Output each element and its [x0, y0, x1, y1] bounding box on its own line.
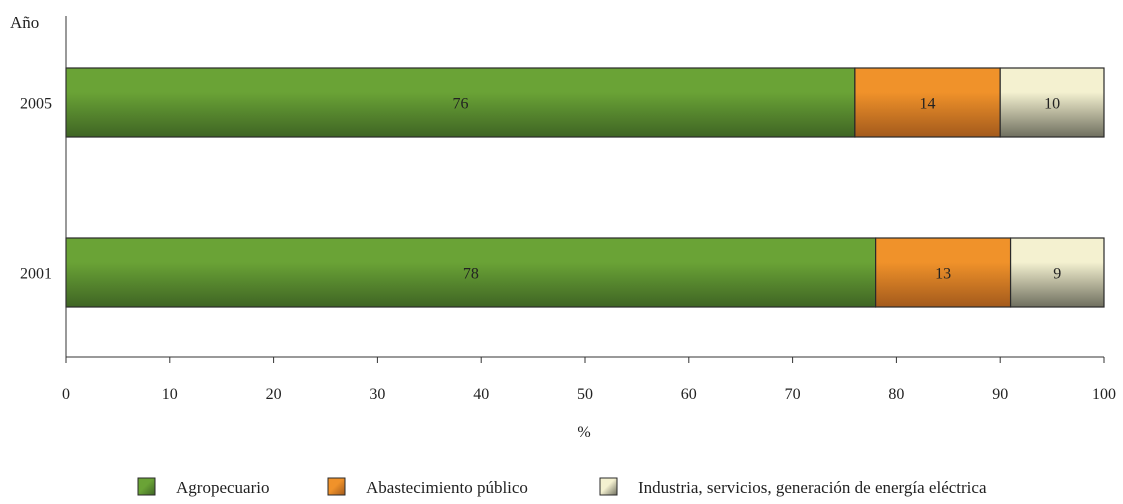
- legend-swatch-2: [599, 477, 618, 496]
- x-tick-label-100: 100: [1092, 386, 1116, 403]
- bar-2001-series-0: [65, 237, 877, 308]
- x-tick-label-10: 10: [162, 386, 178, 403]
- bar-2001-series-2: [1009, 237, 1105, 308]
- x-tick-label-50: 50: [577, 386, 593, 403]
- y-axis-label: Año: [10, 13, 39, 32]
- data-label-2001-series-2: 9: [1053, 266, 1061, 283]
- bar-2005-series-0: [65, 67, 856, 138]
- data-label-2001-series-1: 13: [935, 266, 951, 283]
- legend-label-1: Abastecimiento público: [366, 478, 528, 497]
- data-label-2005-series-2: 10: [1044, 96, 1060, 113]
- legend-label-2: Industria, servicios, generación de ener…: [638, 478, 987, 497]
- x-tick-label-30: 30: [369, 386, 385, 403]
- x-tick-label-80: 80: [888, 386, 904, 403]
- bars-layer: 76 14 10 78 13 9: [65, 67, 1105, 308]
- bar-2005-series-2: [999, 67, 1105, 138]
- bar-2005-series-1: [854, 67, 1001, 138]
- category-label-2005: 2005: [20, 96, 52, 113]
- data-label-2005-series-1: 14: [920, 96, 936, 113]
- category-label-2001: 2001: [20, 266, 52, 283]
- x-tick-label-0: 0: [62, 386, 70, 403]
- legend: Agropecuario Abastecimiento público Indust…: [137, 477, 987, 497]
- x-axis-label: %: [577, 424, 590, 441]
- data-label-2005-series-0: 76: [452, 96, 468, 113]
- legend-swatch-1: [327, 477, 346, 496]
- bar-2001-series-1: [875, 237, 1012, 308]
- x-tick-label-40: 40: [473, 386, 489, 403]
- legend-label-0: Agropecuario: [176, 478, 269, 497]
- data-label-2001-series-0: 78: [463, 266, 479, 283]
- x-tick-label-90: 90: [992, 386, 1008, 403]
- axes-layer: 2005 2001 0 10 20 30 40 50 60 70 80 90 100: [20, 16, 1116, 403]
- legend-swatch-0: [137, 477, 156, 496]
- x-tick-label-70: 70: [785, 386, 801, 403]
- x-tick-label-20: 20: [266, 386, 282, 403]
- x-tick-label-60: 60: [681, 386, 697, 403]
